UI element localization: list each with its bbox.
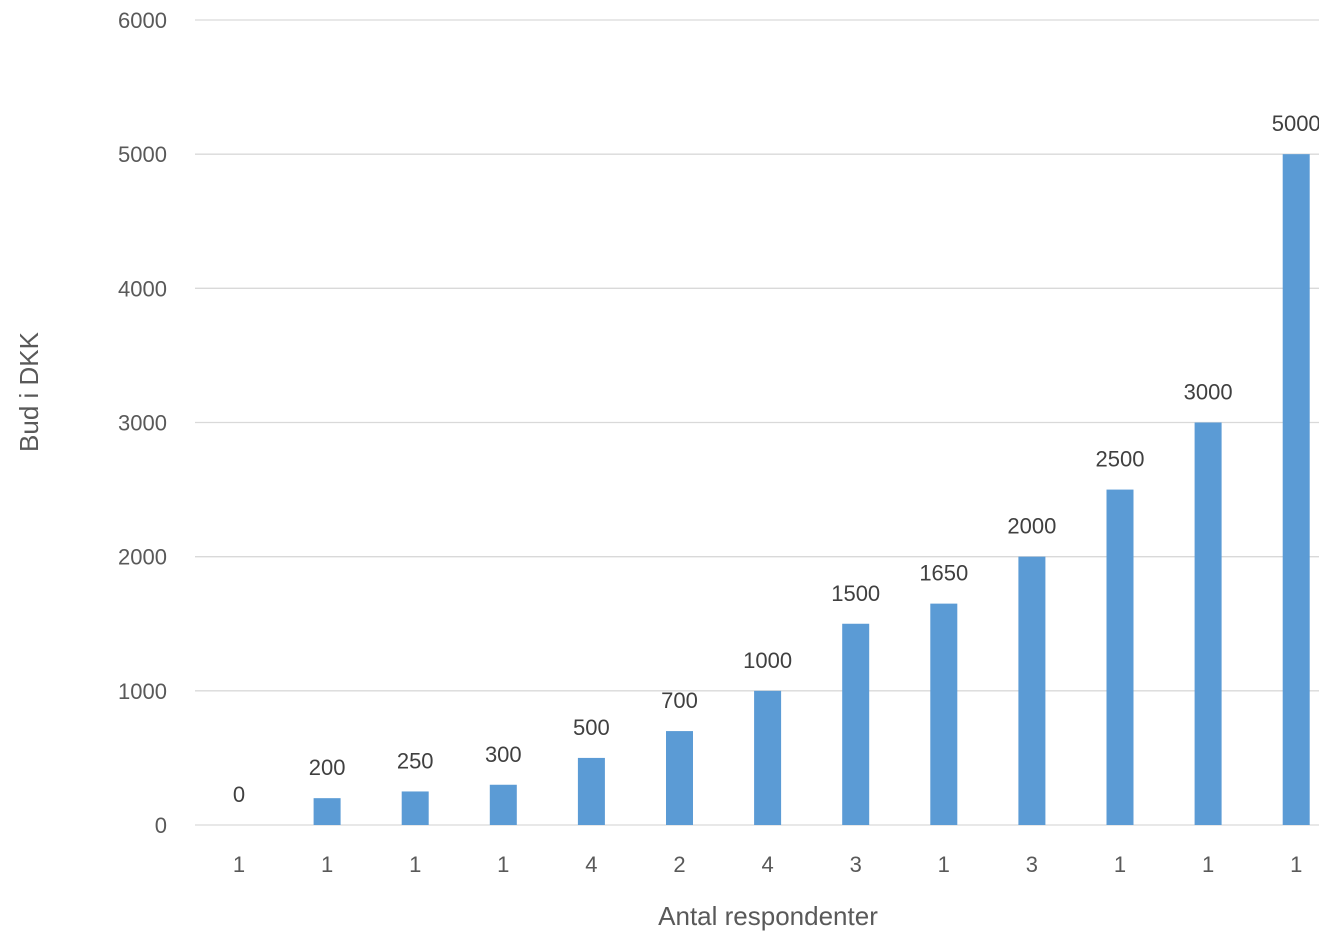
x-tick-label: 4 [585,852,597,877]
bar [577,757,605,825]
x-tick-label: 4 [761,852,773,877]
data-label: 1000 [743,648,792,673]
x-tick-label: 1 [1290,852,1302,877]
x-tick-label: 1 [409,852,421,877]
data-labels: 0 200 250 300 500 700 1000 1500 1650 2000 2500 3000… [233,111,1319,807]
x-tick-label: 3 [1026,852,1038,877]
data-label: 5000 [1272,111,1319,136]
data-label: 0 [233,782,245,807]
x-tick-label: 3 [850,852,862,877]
y-tick-label: 4000 [118,276,167,301]
y-tick-label: 6000 [118,8,167,33]
x-tick-label: 1 [938,852,950,877]
bar [401,791,429,825]
x-tick-label: 2 [673,852,685,877]
data-label: 700 [661,688,698,713]
bar [1194,422,1222,825]
data-label: 2000 [1007,514,1056,539]
bars [313,154,1310,825]
data-label: 250 [397,748,434,773]
x-tick-label: 1 [321,852,333,877]
x-tick-label: 1 [233,852,245,877]
data-label: 1650 [919,561,968,586]
y-tick-label: 3000 [118,411,167,436]
data-label: 1500 [831,581,880,606]
x-tick-label: 1 [497,852,509,877]
bar [1282,154,1310,825]
data-label: 200 [309,755,346,780]
y-tick-label: 0 [155,813,167,838]
x-axis-ticks: 1 1 1 1 4 2 4 3 1 3 1 1 1 [233,852,1302,877]
data-label: 300 [485,742,522,767]
x-axis-title: Antal respondenter [658,901,878,931]
bar [666,731,693,825]
bar [313,798,341,825]
y-tick-label: 1000 [118,679,167,704]
bar [930,603,958,825]
bar [842,623,870,825]
bar [1018,556,1046,825]
x-tick-label: 1 [1114,852,1126,877]
y-tick-label: 5000 [118,142,167,167]
y-axis-ticks: 0 1000 2000 3000 4000 5000 6000 [118,8,167,838]
data-label: 500 [573,715,610,740]
x-tick-label: 1 [1202,852,1214,877]
bar [1106,489,1134,825]
gridlines [195,19,1319,826]
bar [489,784,517,825]
y-axis-title: Bud i DKK [14,331,44,452]
data-label: 3000 [1184,380,1233,405]
y-tick-label: 2000 [118,545,167,570]
bar [754,690,782,825]
data-label: 2500 [1096,447,1145,472]
